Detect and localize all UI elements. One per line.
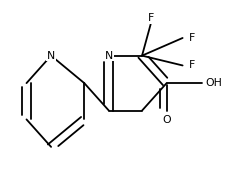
Text: F: F	[147, 13, 153, 23]
Text: OH: OH	[205, 78, 222, 88]
Text: F: F	[188, 33, 194, 43]
Text: N: N	[47, 51, 55, 61]
Text: F: F	[188, 61, 194, 70]
Text: N: N	[104, 51, 112, 61]
Text: O: O	[162, 115, 170, 125]
